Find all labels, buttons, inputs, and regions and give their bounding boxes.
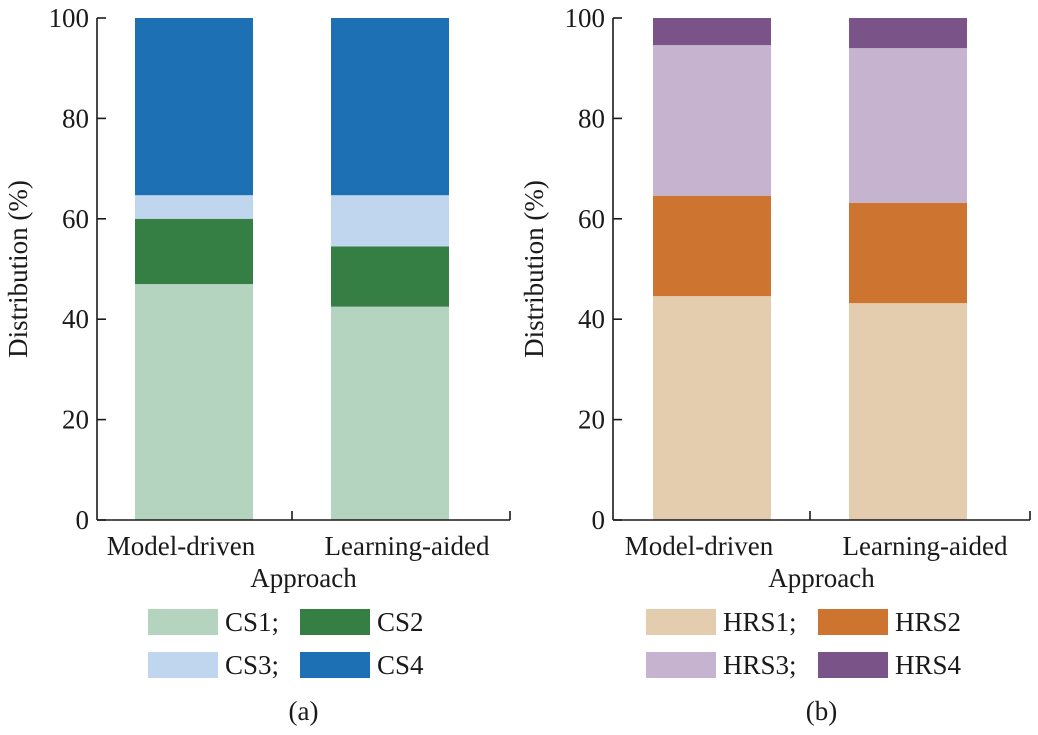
x-axis-title: Approach (250, 563, 357, 593)
legend-label-cs2: CS2 (377, 607, 424, 637)
bar-hrs3-learning-aided (849, 48, 967, 203)
y-tick-label: 100 (565, 3, 606, 33)
y-axis-title: Distribution (%) (519, 180, 549, 358)
x-category-label: Learning-aided (843, 531, 1008, 561)
legend-swatch-hrs4 (818, 652, 888, 678)
legend-label-hrs1: HRS1; (723, 607, 797, 637)
bar-cs4-model-driven (135, 18, 253, 196)
bar-cs3-learning-aided (331, 195, 449, 247)
legend-swatch-cs4 (300, 652, 370, 678)
bar-hrs3-model-driven (653, 45, 771, 196)
x-category-label: Learning-aided (325, 531, 490, 561)
legend-label-cs4: CS4 (377, 650, 424, 680)
bar-cs2-model-driven (135, 218, 253, 285)
legend-label-hrs4: HRS4 (895, 650, 962, 680)
y-tick-label: 0 (592, 505, 606, 535)
bar-cs1-learning-aided (331, 306, 449, 520)
panel-label: (b) (806, 696, 837, 726)
legend-swatch-cs1 (148, 609, 218, 635)
legend-swatch-hrs3 (646, 652, 716, 678)
legend-swatch-cs2 (300, 609, 370, 635)
legend-swatch-hrs1 (646, 609, 716, 635)
bar-hrs4-model-driven (653, 18, 771, 46)
y-axis-title: Distribution (%) (3, 180, 33, 358)
panel-label: (a) (289, 696, 319, 726)
legend-swatch-hrs2 (818, 609, 888, 635)
bar-cs3-model-driven (135, 195, 253, 219)
y-tick-label: 60 (62, 204, 89, 234)
bar-hrs2-learning-aided (849, 202, 967, 304)
bar-hrs4-learning-aided (849, 18, 967, 49)
bar-hrs1-model-driven (653, 296, 771, 520)
legend-label-cs1: CS1; (225, 607, 279, 637)
bar-hrs1-learning-aided (849, 303, 967, 520)
x-axis-title: Approach (768, 563, 875, 593)
y-tick-label: 80 (578, 103, 605, 133)
y-tick-label: 0 (76, 505, 90, 535)
legend-label-hrs3: HRS3; (723, 650, 797, 680)
legend-label-hrs2: HRS2 (895, 607, 961, 637)
y-tick-label: 60 (578, 204, 605, 234)
bar-cs1-model-driven (135, 284, 253, 520)
y-tick-label: 40 (578, 304, 605, 334)
y-tick-label: 100 (49, 3, 90, 33)
x-category-label: Model-driven (107, 531, 256, 561)
y-tick-label: 20 (578, 405, 605, 435)
legend-label-cs3: CS3; (225, 650, 279, 680)
y-tick-label: 80 (62, 103, 89, 133)
bar-cs2-learning-aided (331, 246, 449, 307)
bar-hrs2-model-driven (653, 195, 771, 297)
x-category-label: Model-driven (625, 531, 774, 561)
legend-swatch-cs3 (148, 652, 218, 678)
y-tick-label: 20 (62, 405, 89, 435)
bar-cs4-learning-aided (331, 18, 449, 196)
y-tick-label: 40 (62, 304, 89, 334)
